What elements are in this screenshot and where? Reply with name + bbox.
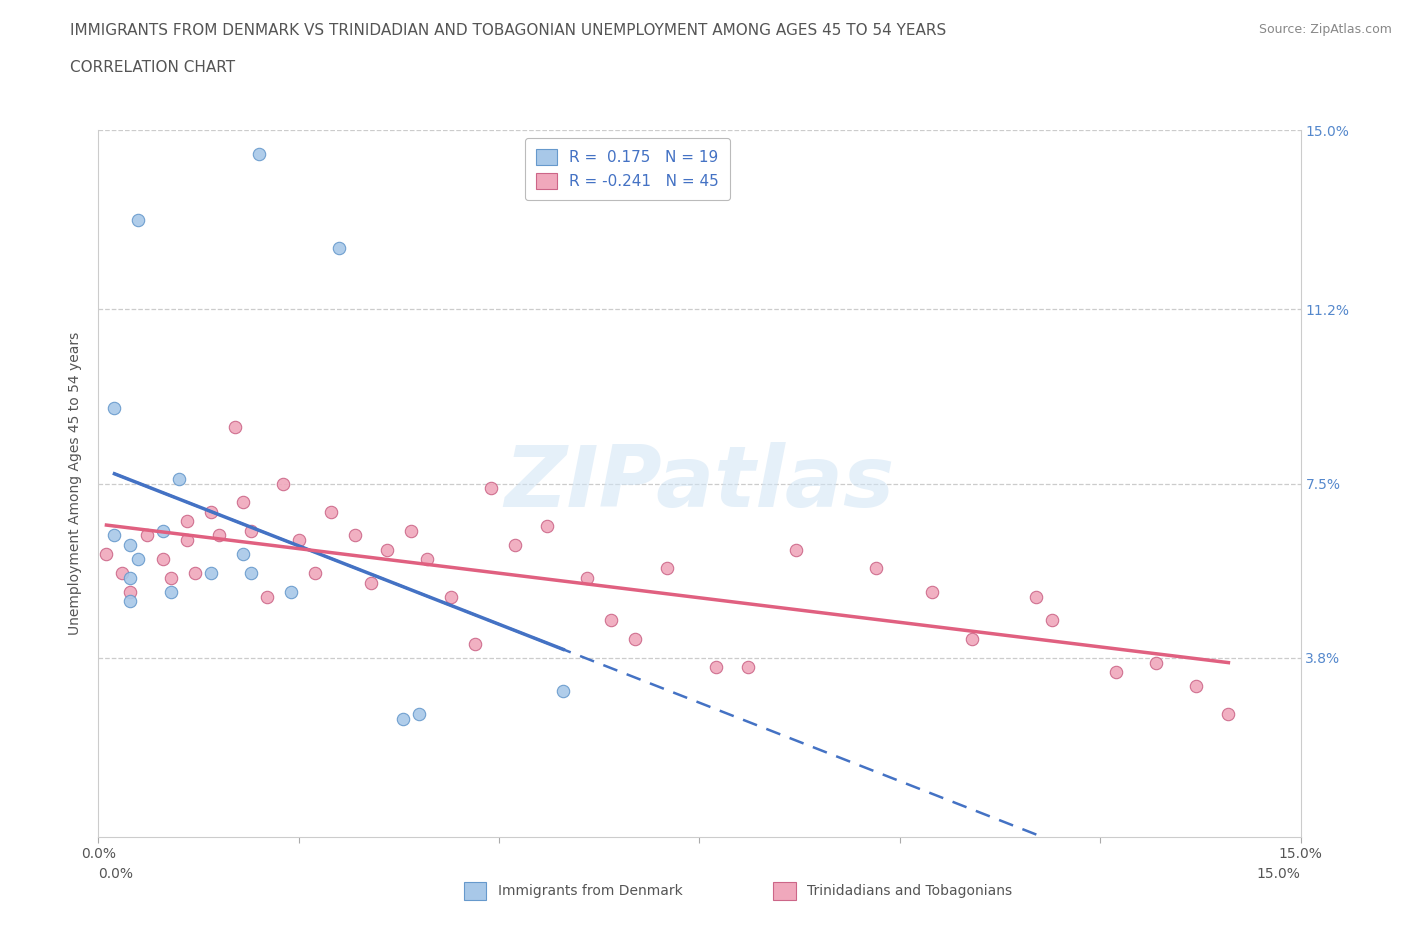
Text: IMMIGRANTS FROM DENMARK VS TRINIDADIAN AND TOBAGONIAN UNEMPLOYMENT AMONG AGES 45: IMMIGRANTS FROM DENMARK VS TRINIDADIAN A…: [70, 23, 946, 38]
Point: [232, 547, 254, 562]
Point: [159, 585, 181, 600]
Point: [159, 570, 181, 585]
Text: 0.0%: 0.0%: [98, 867, 134, 881]
Text: Immigrants from Denmark: Immigrants from Denmark: [498, 884, 682, 898]
Point: [152, 524, 174, 538]
Point: [256, 590, 278, 604]
Point: [440, 590, 463, 604]
Point: [288, 533, 311, 548]
Point: [120, 538, 142, 552]
Point: [239, 524, 262, 538]
Point: [208, 528, 231, 543]
Point: [120, 585, 142, 600]
Point: [399, 524, 422, 538]
Text: ZIPatlas: ZIPatlas: [505, 442, 894, 525]
Point: [128, 551, 150, 566]
Point: [624, 631, 647, 646]
Point: [408, 707, 430, 722]
Point: [183, 565, 205, 580]
Point: [128, 212, 150, 227]
Legend: R =  0.175   N = 19, R = -0.241   N = 45: R = 0.175 N = 19, R = -0.241 N = 45: [524, 138, 730, 200]
Point: [200, 565, 222, 580]
Point: [319, 504, 342, 519]
Point: [135, 528, 157, 543]
Point: [343, 528, 366, 543]
Point: [167, 472, 190, 486]
Point: [416, 551, 439, 566]
Point: [479, 481, 502, 496]
Point: [1218, 707, 1240, 722]
Text: Source: ZipAtlas.com: Source: ZipAtlas.com: [1258, 23, 1392, 36]
Point: [120, 570, 142, 585]
Point: [1025, 590, 1047, 604]
Point: [304, 565, 326, 580]
Point: [120, 594, 142, 609]
Y-axis label: Unemployment Among Ages 45 to 54 years: Unemployment Among Ages 45 to 54 years: [69, 332, 83, 635]
Point: [96, 547, 118, 562]
Point: [503, 538, 526, 552]
Point: [464, 636, 486, 651]
Point: [200, 504, 222, 519]
Point: [1040, 613, 1063, 628]
Point: [280, 585, 302, 600]
Point: [960, 631, 983, 646]
Text: 15.0%: 15.0%: [1257, 867, 1301, 881]
Point: [392, 711, 415, 726]
Point: [704, 660, 727, 675]
Point: [176, 514, 198, 529]
Point: [576, 570, 599, 585]
Point: [785, 542, 807, 557]
Point: [152, 551, 174, 566]
Point: [360, 575, 382, 590]
Point: [271, 476, 294, 491]
Point: [536, 519, 558, 534]
Point: [737, 660, 759, 675]
Point: [224, 419, 246, 434]
Point: [600, 613, 623, 628]
Point: [1185, 679, 1208, 694]
Point: [232, 495, 254, 510]
Point: [553, 684, 575, 698]
Point: [103, 528, 125, 543]
Point: [176, 533, 198, 548]
Point: [103, 401, 125, 416]
Text: Trinidadians and Tobagonians: Trinidadians and Tobagonians: [807, 884, 1012, 898]
Point: [865, 561, 887, 576]
Point: [247, 146, 270, 161]
Point: [111, 565, 134, 580]
Point: [921, 585, 943, 600]
Point: [657, 561, 679, 576]
Point: [1144, 656, 1167, 671]
Text: CORRELATION CHART: CORRELATION CHART: [70, 60, 235, 75]
Point: [1105, 665, 1128, 680]
Point: [328, 241, 350, 256]
Point: [375, 542, 398, 557]
Point: [239, 565, 262, 580]
